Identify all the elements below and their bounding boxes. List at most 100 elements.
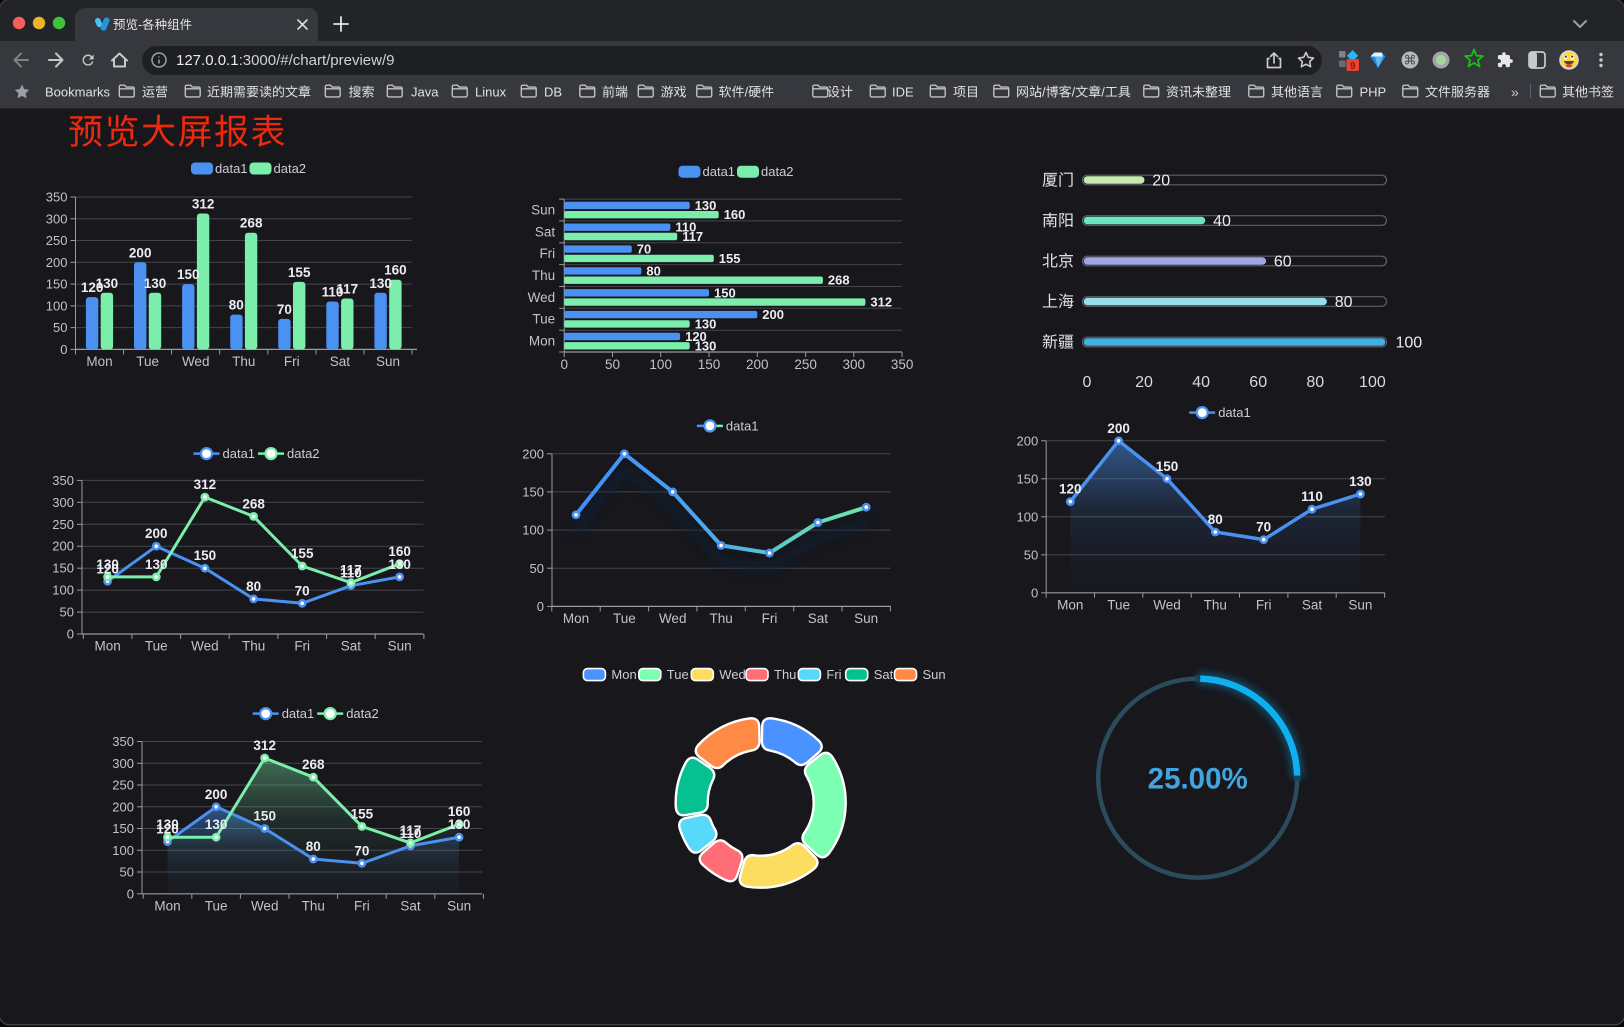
svg-text:160: 160 (448, 804, 471, 819)
svg-text:80: 80 (246, 579, 261, 594)
svg-text:Tue: Tue (136, 354, 159, 369)
svg-text:Tue: Tue (613, 611, 636, 626)
svg-text:Fri: Fri (284, 354, 300, 369)
svg-text:200: 200 (205, 787, 228, 802)
svg-text:60: 60 (1249, 374, 1267, 391)
svg-text:Mon: Mon (154, 898, 180, 913)
svg-text:50: 50 (120, 865, 134, 880)
svg-text:文件服务器: 文件服务器 (1425, 82, 1490, 101)
svg-text:130: 130 (205, 817, 228, 832)
svg-text:data1: data1 (215, 161, 248, 176)
svg-text:北京: 北京 (1042, 248, 1074, 272)
svg-text:Thu: Thu (774, 667, 796, 682)
svg-text:100: 100 (649, 357, 672, 372)
svg-text:117: 117 (682, 229, 703, 244)
svg-text:50: 50 (605, 357, 620, 372)
svg-text:Thu: Thu (532, 268, 555, 283)
svg-text:Tue: Tue (667, 667, 689, 682)
svg-text:预览大屏报表: 预览大屏报表 (68, 104, 287, 155)
svg-text:0: 0 (60, 342, 67, 357)
svg-text:100: 100 (522, 523, 544, 538)
svg-text:110: 110 (675, 220, 696, 235)
svg-text:Fri: Fri (294, 639, 310, 654)
svg-text:155: 155 (288, 265, 311, 280)
svg-text:40: 40 (1192, 374, 1210, 391)
svg-text:150: 150 (253, 809, 276, 824)
svg-text:150: 150 (1016, 471, 1038, 486)
svg-text:200: 200 (145, 526, 168, 541)
svg-text:0: 0 (560, 357, 568, 372)
svg-text:Thu: Thu (242, 639, 265, 654)
svg-text:150: 150 (714, 285, 736, 300)
svg-text:Sun: Sun (1348, 597, 1372, 612)
svg-text:Thu: Thu (302, 898, 325, 913)
svg-text:160: 160 (724, 207, 746, 222)
svg-text:Mon: Mon (86, 354, 112, 369)
svg-text:80: 80 (306, 839, 321, 854)
svg-text:200: 200 (1107, 421, 1130, 436)
svg-text:120: 120 (96, 561, 119, 576)
svg-text:70: 70 (295, 583, 310, 598)
svg-text:300: 300 (112, 756, 134, 771)
svg-text:150: 150 (177, 267, 200, 282)
svg-text:150: 150 (698, 357, 721, 372)
svg-text:data1: data1 (726, 418, 759, 433)
svg-text:其他语言: 其他语言 (1271, 82, 1323, 101)
svg-text:Thu: Thu (1204, 597, 1227, 612)
svg-text:设计: 设计 (827, 82, 853, 101)
svg-text:117: 117 (336, 282, 358, 297)
svg-text:130: 130 (695, 338, 717, 353)
svg-text:data2: data2 (287, 446, 320, 461)
svg-text:312: 312 (194, 477, 217, 492)
svg-text:100: 100 (1396, 335, 1423, 352)
svg-text:268: 268 (302, 757, 325, 772)
svg-text:Thu: Thu (709, 611, 732, 626)
svg-text:70: 70 (637, 242, 651, 257)
svg-text:250: 250 (52, 517, 74, 532)
svg-text:150: 150 (52, 561, 74, 576)
svg-text:200: 200 (129, 245, 152, 260)
svg-text:DB: DB (544, 82, 562, 101)
svg-text:Sat: Sat (400, 898, 421, 913)
svg-text:150: 150 (194, 548, 217, 563)
svg-text:50: 50 (53, 320, 67, 335)
svg-text:data2: data2 (274, 161, 307, 176)
svg-text:268: 268 (240, 216, 263, 231)
svg-text:312: 312 (253, 738, 276, 753)
svg-text:项目: 项目 (953, 82, 979, 101)
svg-text:130: 130 (96, 557, 119, 572)
svg-text:120: 120 (685, 329, 707, 344)
svg-text:250: 250 (46, 233, 68, 248)
svg-text:Sun: Sun (531, 203, 555, 218)
svg-text:70: 70 (354, 843, 369, 858)
svg-text:data1: data1 (223, 446, 256, 461)
svg-text:近期需要读的文章: 近期需要读的文章 (207, 82, 311, 101)
svg-text:Wed: Wed (251, 898, 279, 913)
svg-text:155: 155 (291, 546, 314, 561)
svg-text:50: 50 (60, 605, 74, 620)
svg-text:Sat: Sat (1302, 597, 1323, 612)
svg-text:IDE: IDE (892, 82, 914, 101)
svg-text:130: 130 (448, 817, 471, 832)
svg-text:0: 0 (1082, 374, 1091, 391)
svg-text:Fri: Fri (539, 246, 555, 261)
svg-text:350: 350 (52, 473, 74, 488)
svg-text:70: 70 (1256, 520, 1271, 535)
svg-text:120: 120 (156, 822, 179, 837)
svg-text:南阳: 南阳 (1042, 207, 1074, 231)
svg-text:Mon: Mon (1057, 597, 1083, 612)
svg-text:50: 50 (530, 561, 544, 576)
svg-text:120: 120 (1059, 482, 1082, 497)
svg-text:20: 20 (1135, 374, 1153, 391)
svg-text:Wed: Wed (719, 667, 746, 682)
svg-text:Sat: Sat (330, 354, 351, 369)
svg-text:350: 350 (112, 734, 134, 749)
svg-text:厦门: 厦门 (1042, 167, 1074, 191)
svg-text:200: 200 (746, 357, 769, 372)
svg-text:110: 110 (400, 826, 422, 841)
svg-text:Mon: Mon (529, 334, 555, 349)
svg-text:80: 80 (646, 263, 660, 278)
svg-text:Sun: Sun (447, 898, 471, 913)
svg-text:312: 312 (870, 295, 892, 310)
svg-text:110: 110 (1301, 489, 1323, 504)
